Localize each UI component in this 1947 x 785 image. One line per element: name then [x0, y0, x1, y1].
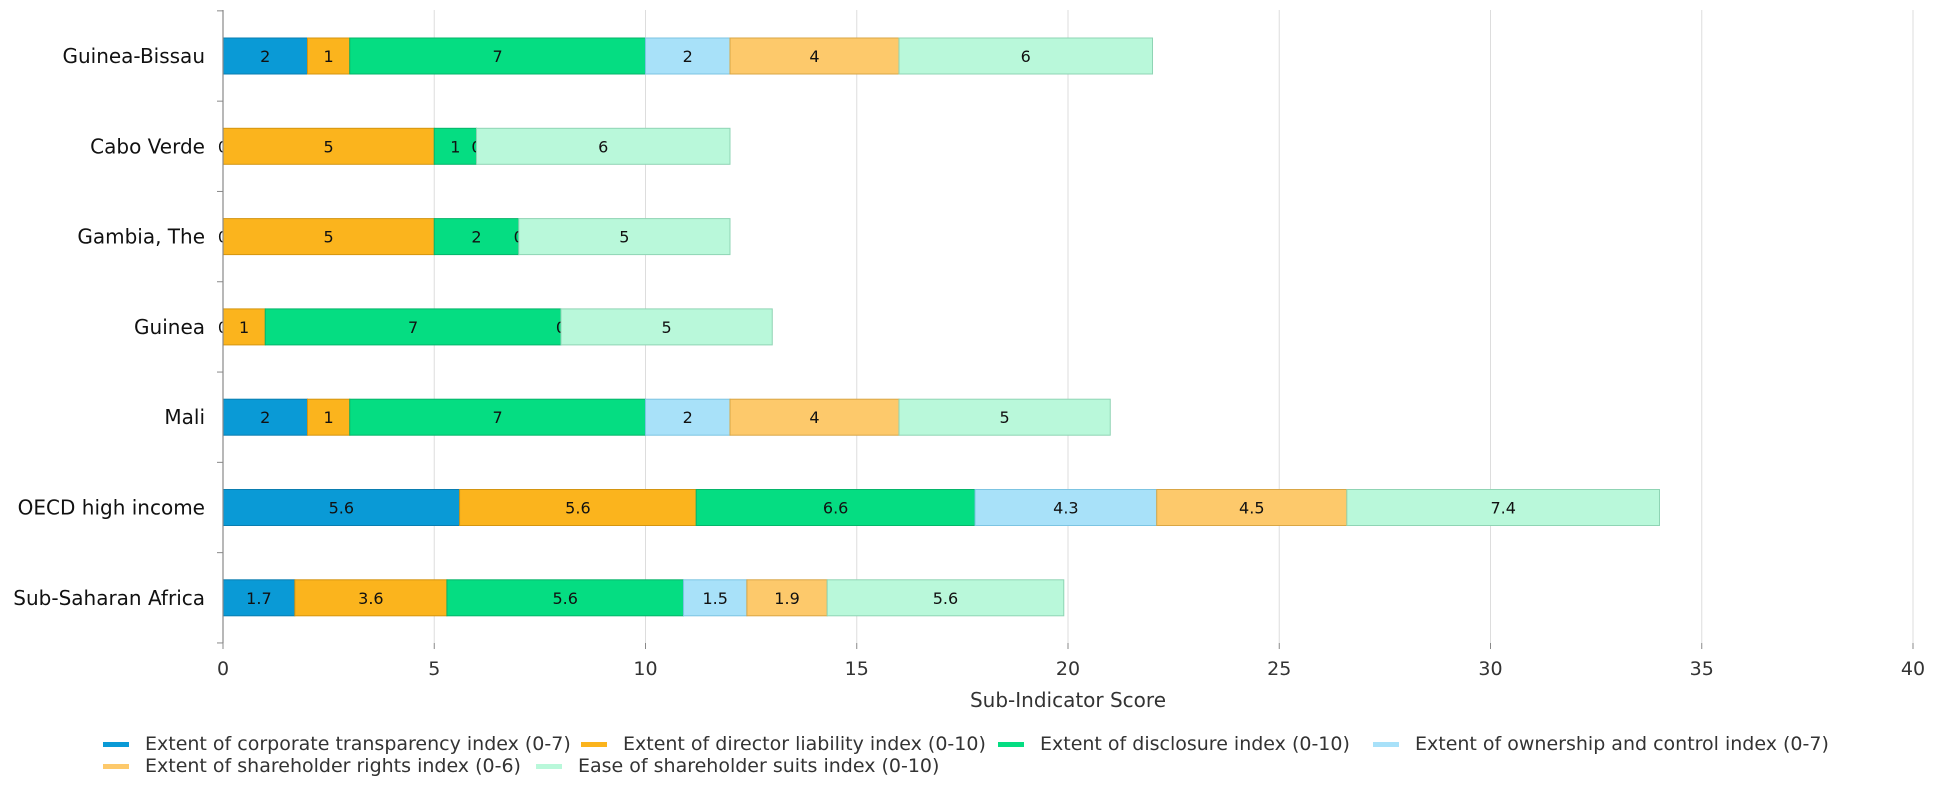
gridlines [433, 10, 1914, 643]
bar-segment [898, 398, 1111, 436]
bar-segment [222, 127, 435, 165]
data-label: 1 [239, 318, 249, 337]
data-label: 4 [809, 47, 819, 66]
bar-segment [974, 489, 1158, 526]
category-label: Cabo Verde [90, 134, 205, 158]
data-label: 5 [324, 137, 334, 156]
bar-segment [349, 37, 646, 75]
bar-segment [729, 398, 900, 436]
category-label: Mali [164, 405, 205, 429]
category-label: Gambia, The [77, 225, 205, 249]
data-label: 5.6 [552, 589, 577, 608]
category-label: Sub-Saharan Africa [13, 586, 205, 610]
bar-segment [433, 127, 477, 165]
bar-segment [518, 218, 731, 256]
x-tick-label: 15 [845, 658, 869, 680]
bar-segment [683, 579, 748, 617]
category-label: Guinea [134, 315, 205, 339]
data-label: 7.4 [1490, 499, 1515, 518]
bar-segment [307, 398, 351, 436]
data-label: 5.6 [933, 589, 958, 608]
data-label: 4.3 [1053, 499, 1078, 518]
bar-segment [476, 127, 731, 165]
bars: 2172460510605205017052172455.65.66.64.34… [218, 37, 1660, 617]
legend-label: Extent of disclosure index (0-10) [1040, 733, 1350, 755]
category-label: OECD high income [18, 496, 205, 520]
data-label: 1 [324, 47, 334, 66]
legend-swatch [103, 764, 129, 769]
bar-segment [222, 489, 461, 526]
bar-segment [746, 579, 828, 617]
data-label: 5 [619, 228, 629, 247]
data-label: 2 [683, 408, 693, 427]
bar-segment [645, 37, 731, 75]
bar-segment [264, 308, 562, 346]
data-label: 2 [260, 47, 270, 66]
data-label: 4.5 [1239, 499, 1264, 518]
category-label: Guinea-Bissau [62, 44, 205, 68]
legend-swatch [998, 742, 1024, 747]
legend-swatch [1373, 742, 1399, 747]
data-label: 4 [809, 408, 819, 427]
data-label: 2 [471, 228, 481, 247]
legend-swatch [581, 742, 607, 747]
data-label: 5.6 [329, 499, 354, 518]
data-label: 6 [1021, 47, 1031, 66]
bar-segment [826, 579, 1065, 617]
data-label: 1.5 [702, 589, 727, 608]
x-tick-label: 25 [1267, 658, 1291, 680]
data-label: 6 [598, 137, 608, 156]
legend-swatch [103, 742, 129, 747]
data-label: 2 [260, 408, 270, 427]
bar-segment [645, 398, 731, 436]
legend-label: Extent of director liability index (0-10… [623, 733, 986, 755]
bar-segment [446, 579, 685, 617]
legend-swatch [536, 764, 562, 769]
bar-segment [459, 489, 697, 526]
legend-label: Extent of shareholder rights index (0-6) [145, 755, 521, 777]
x-tick-label: 40 [1901, 658, 1925, 680]
data-label: 7 [493, 408, 503, 427]
bar-segment [307, 37, 351, 75]
data-label: 1 [450, 137, 460, 156]
data-label: 5 [324, 228, 334, 247]
data-label: 5.6 [565, 499, 590, 518]
data-label: 7 [408, 318, 418, 337]
data-label: 5 [1000, 408, 1010, 427]
data-label: 3.6 [358, 589, 383, 608]
x-tick-label: 20 [1056, 658, 1080, 680]
x-tick-label: 5 [428, 658, 440, 680]
legend-label: Extent of corporate transparency index (… [145, 733, 571, 755]
data-label: 7 [493, 47, 503, 66]
bar-segment [560, 308, 773, 346]
x-tick-label: 30 [1478, 658, 1502, 680]
data-label: 1 [324, 408, 334, 427]
data-label: 6.6 [823, 499, 848, 518]
data-label: 1.9 [774, 589, 799, 608]
x-tick-label: 10 [633, 658, 657, 680]
x-tick-label: 0 [217, 658, 229, 680]
bar-segment [1156, 489, 1348, 526]
legend-label: Ease of shareholder suits index (0-10) [578, 755, 939, 777]
bar-segment [729, 37, 900, 75]
bar-segment [294, 579, 448, 617]
data-label: 1.7 [246, 589, 271, 608]
legend-label: Extent of ownership and control index (0… [1415, 733, 1829, 755]
bar-segment [222, 218, 435, 256]
bar-segment [433, 218, 520, 256]
data-label: 5 [662, 318, 672, 337]
data-label: 2 [683, 47, 693, 66]
x-axis-title: Sub-Indicator Score [970, 688, 1166, 712]
bar-segment [349, 398, 646, 436]
legend: Extent of corporate transparency index (… [103, 733, 1829, 777]
bar-segment [898, 37, 1153, 75]
bar-segment [1346, 489, 1660, 526]
x-tick-label: 35 [1690, 658, 1714, 680]
